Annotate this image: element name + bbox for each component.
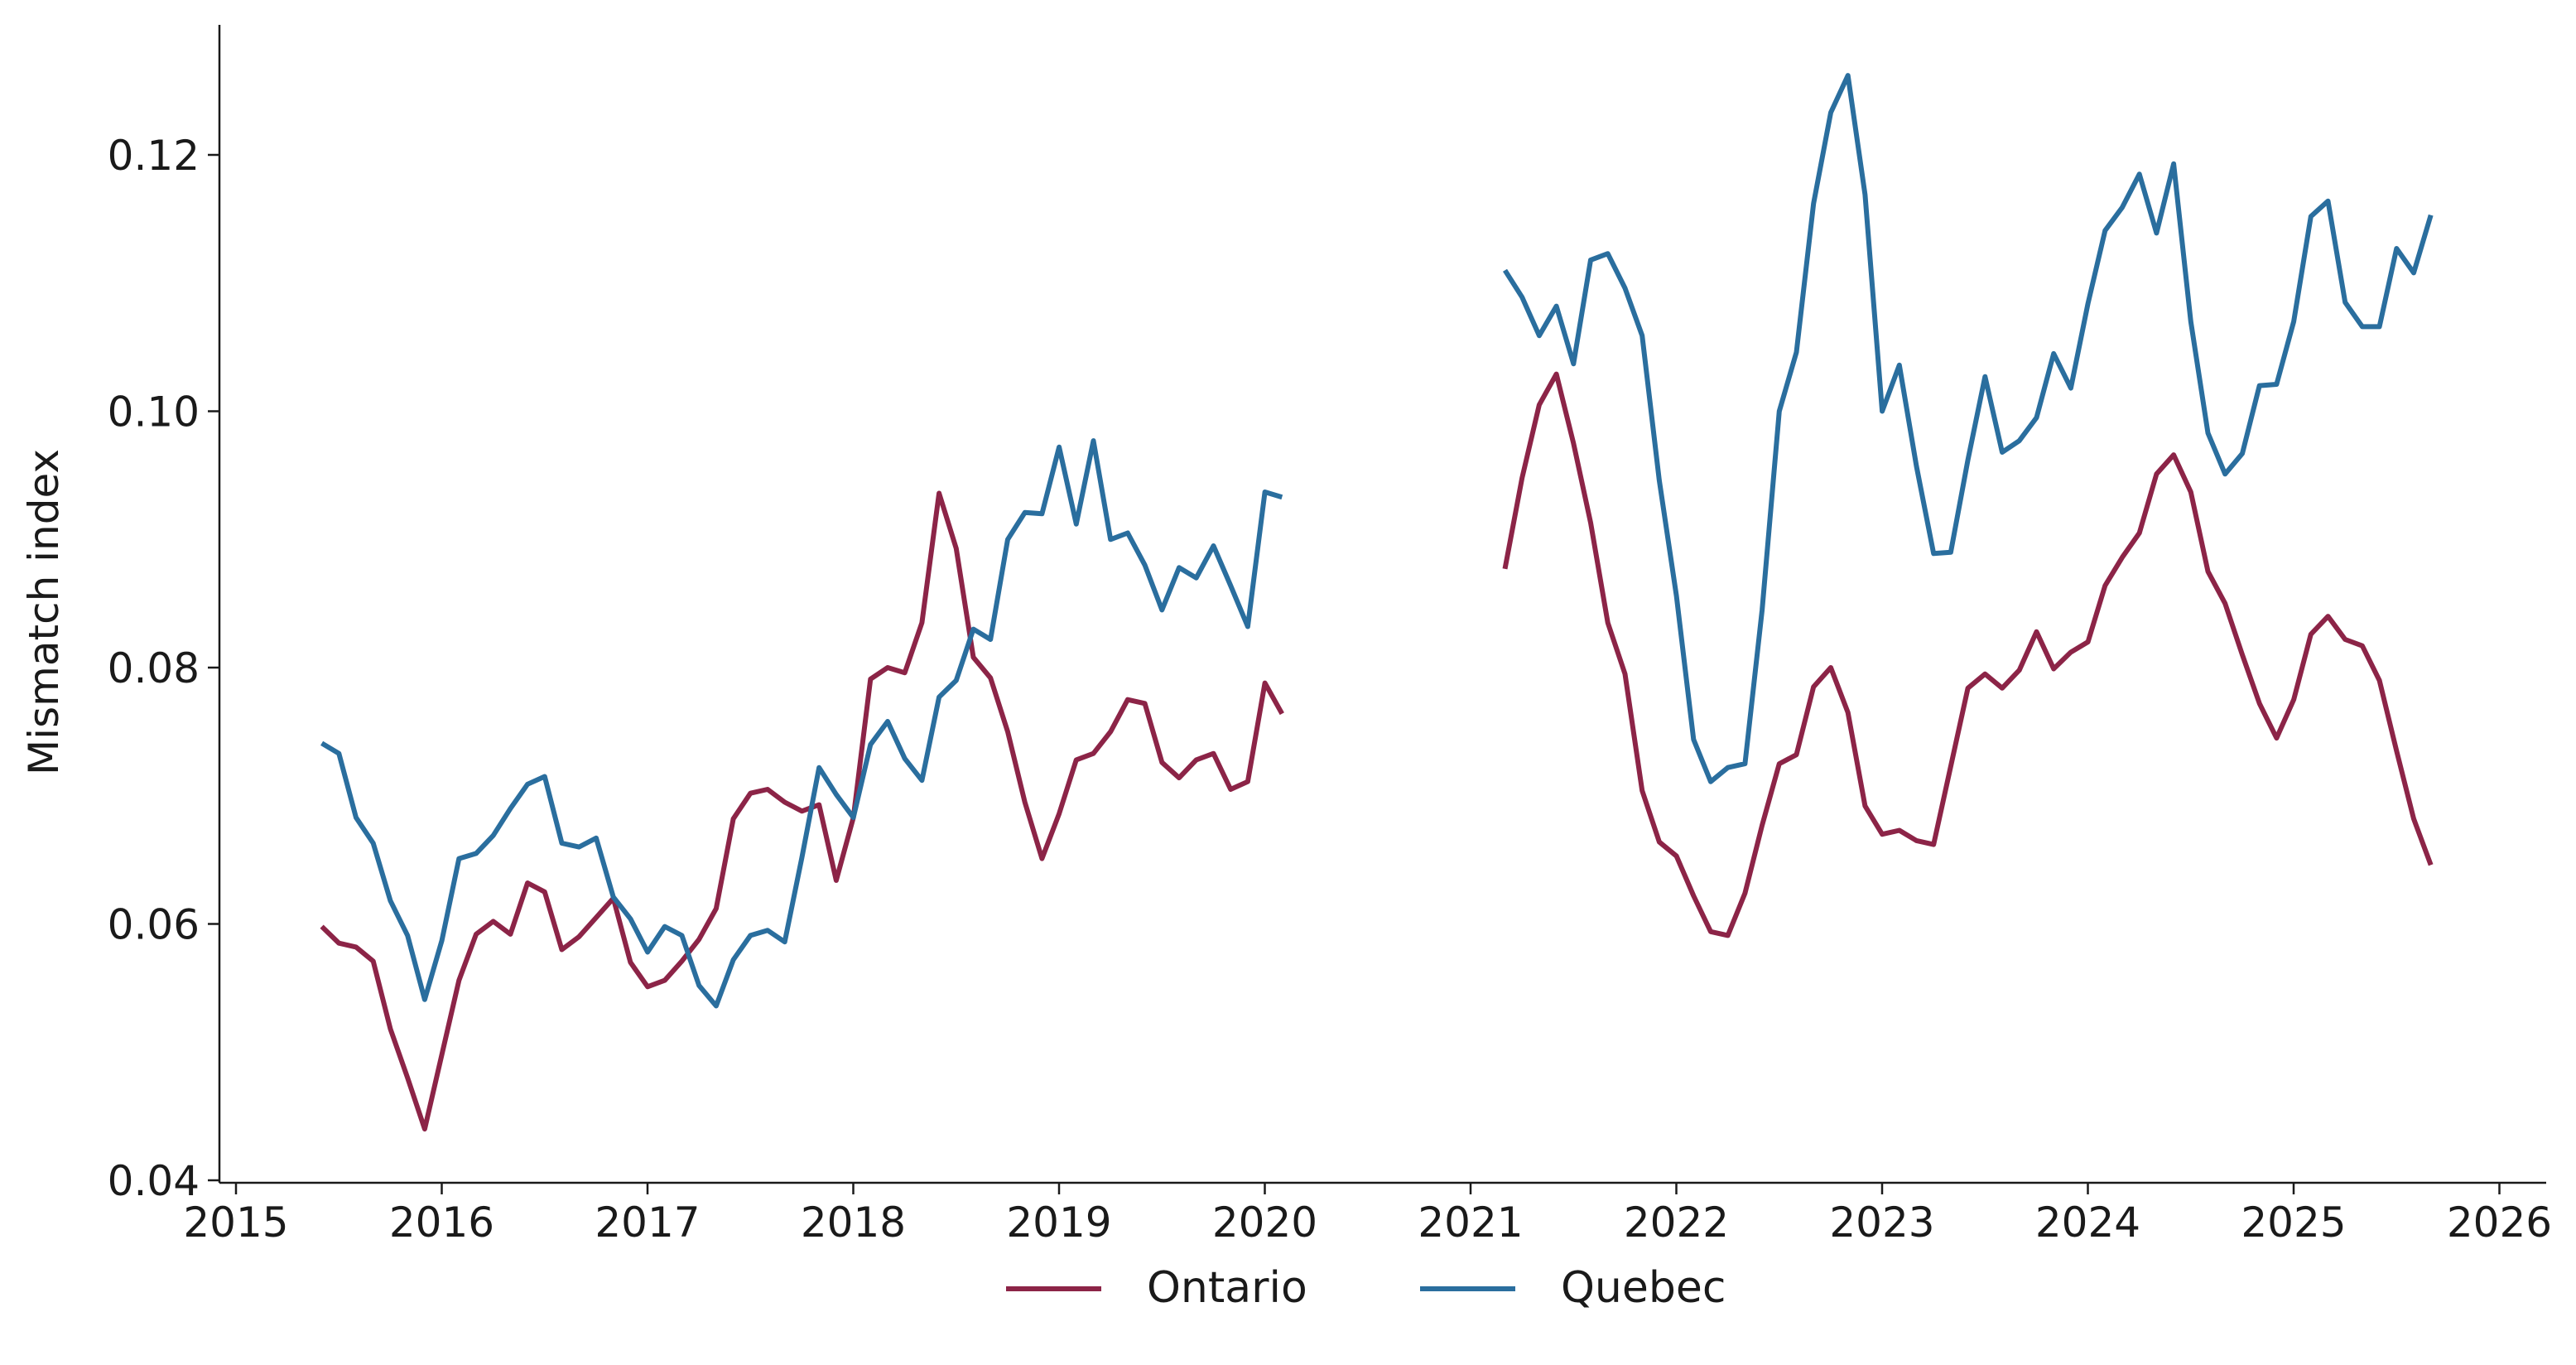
series-layer <box>320 73 2434 1132</box>
x-axis-ticks: 2015 2016 2017 2018 2019 2020 2021 2022 2023 2024… <box>183 1183 2552 1247</box>
series-quebec <box>320 73 2434 1009</box>
x-tick-label: 2020 <box>1212 1199 1317 1247</box>
x-tick-label: 2022 <box>1624 1199 1729 1247</box>
legend-label: Ontario <box>1147 1263 1307 1313</box>
x-tick-label: 2021 <box>1418 1199 1523 1247</box>
legend-item-ontario: Ontario <box>1006 1263 1307 1313</box>
y-tick-label: 0.06 <box>108 901 200 949</box>
x-tick-label: 2024 <box>2035 1199 2140 1247</box>
series-line-ontario <box>1502 371 2434 938</box>
series-line-ontario <box>320 490 1284 1132</box>
x-tick-label: 2026 <box>2447 1199 2552 1247</box>
x-tick-label: 2018 <box>801 1199 906 1247</box>
legend-item-quebec: Quebec <box>1420 1263 1726 1313</box>
x-tick-label: 2016 <box>389 1199 494 1247</box>
series-ontario <box>320 371 2434 1132</box>
y-axis-label: Mismatch index <box>20 449 68 775</box>
x-tick-label: 2025 <box>2241 1199 2346 1247</box>
y-tick-label: 0.04 <box>108 1157 200 1205</box>
y-tick-label: 0.10 <box>108 388 200 437</box>
series-line-quebec <box>320 438 1283 1009</box>
x-tick-label: 2019 <box>1006 1199 1111 1247</box>
x-tick-label: 2017 <box>595 1199 700 1247</box>
legend-label: Quebec <box>1561 1263 1726 1313</box>
x-tick-label: 2015 <box>183 1199 288 1247</box>
y-axis-ticks: 0.04 0.06 0.08 0.10 0.12 <box>108 132 219 1205</box>
y-tick-label: 0.12 <box>108 132 200 180</box>
x-tick-label: 2023 <box>1829 1199 1934 1247</box>
legend: Ontario Quebec <box>1006 1263 1726 1313</box>
series-line-quebec <box>1502 73 2434 784</box>
y-tick-label: 0.08 <box>108 644 200 692</box>
